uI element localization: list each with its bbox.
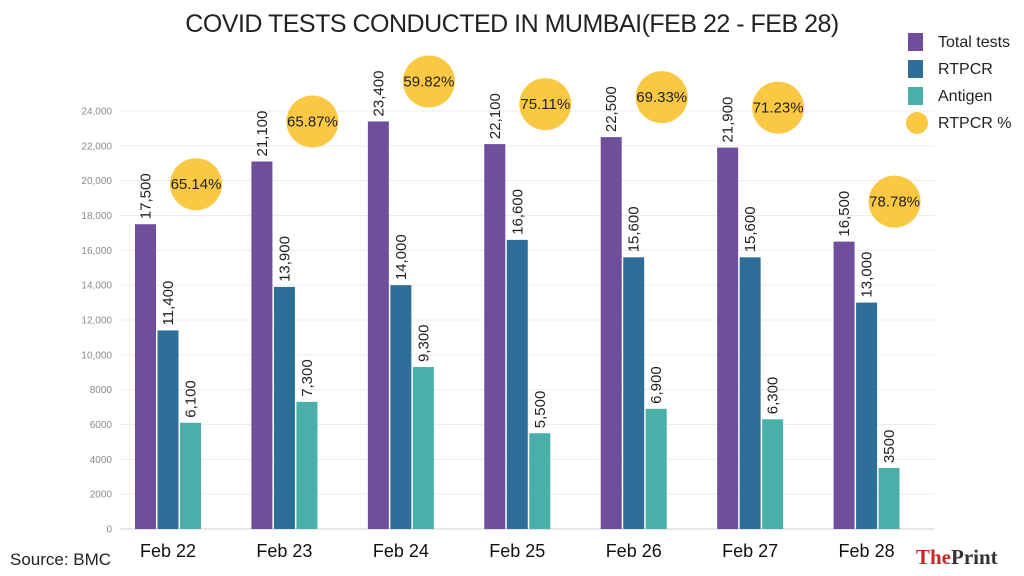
y-tick-label: 0 <box>106 525 112 536</box>
x-tick-label: Feb 28 <box>839 541 895 561</box>
bar-total <box>717 147 739 529</box>
legend-swatch-rtpcr <box>908 60 923 78</box>
rtpcr-percent-bubble <box>752 81 805 134</box>
legend-label-rtpcr: RTPCR <box>938 61 993 78</box>
y-tick-label: 20,000 <box>81 176 112 187</box>
bar-rtpcr <box>273 286 295 529</box>
bar-rtpcr <box>856 302 878 529</box>
bar-value-label: 14,000 <box>393 234 410 280</box>
bar-value-label: 5,500 <box>532 391 549 429</box>
y-tick-label: 24,000 <box>81 107 112 118</box>
bar-antigen <box>296 401 318 529</box>
bar-value-label: 9,300 <box>415 324 432 362</box>
rtpcr-percent-label: 78.78% <box>869 194 920 211</box>
brand-logo-print: Print <box>951 545 998 569</box>
y-tick-label: 18,000 <box>81 211 112 222</box>
y-tick-label: 4000 <box>90 455 113 466</box>
legend-swatch-antigen <box>908 87 923 105</box>
bar-value-label: 16,500 <box>836 191 853 237</box>
rtpcr-percent-label: 65.14% <box>171 176 222 193</box>
bar-value-label: 16,600 <box>509 189 526 235</box>
legend-label-antigen: Antigen <box>938 88 992 105</box>
source-note: Source: BMC <box>10 550 111 569</box>
brand-logo-the: The <box>916 545 951 569</box>
y-tick-label: 6000 <box>90 420 113 431</box>
rtpcr-percent-label: 69.33% <box>636 89 687 106</box>
legend-label-rtpcr-percent: RTPCR % <box>938 115 1012 132</box>
bar-value-label: 3500 <box>881 430 898 463</box>
bar-value-label: 6,100 <box>183 380 200 418</box>
y-axis: 0 2000 4000 6000 8000 10,000 12,000 14,000 16,00… <box>81 107 112 536</box>
bar-value-label: 17,500 <box>138 173 155 219</box>
bar-antigen <box>878 468 900 529</box>
y-tick-label: 22,000 <box>81 141 112 152</box>
x-tick-label: Feb 23 <box>256 541 312 561</box>
bar-total <box>135 224 156 530</box>
bar-total <box>833 241 855 529</box>
bar-value-label: 6,300 <box>765 377 782 415</box>
bar-value-label: 15,600 <box>742 206 759 252</box>
bar-rtpcr <box>390 285 412 529</box>
bar-total <box>600 137 622 529</box>
bar-antigen <box>529 433 551 529</box>
bar-value-label: 23,400 <box>370 71 387 117</box>
bar-rtpcr <box>157 330 179 529</box>
rtpcr-percent-bubble <box>170 158 222 211</box>
legend-label-total: Total tests <box>938 34 1010 51</box>
bar-value-label: 11,400 <box>160 281 177 326</box>
y-tick-label: 12,000 <box>81 316 112 327</box>
rtpcr-percent-bubble <box>519 78 572 131</box>
bar-value-label: 6,900 <box>648 366 665 404</box>
x-tick-label: Feb 25 <box>489 541 545 561</box>
rtpcr-percent-label: 75.11% <box>520 96 570 113</box>
bar-antigen <box>645 408 667 529</box>
rtpcr-percent-label: 65.87% <box>287 114 338 131</box>
bars: 17,500 11,400 6,100 21,100 13,900 7,300 23,400… <box>135 71 900 530</box>
bar-rtpcr <box>506 239 528 529</box>
y-tick-label: 8000 <box>90 385 113 396</box>
x-tick-label: Feb 22 <box>140 541 196 561</box>
bar-value-label: 21,900 <box>720 97 737 143</box>
y-tick-label: 2000 <box>90 490 113 501</box>
bar-value-label: 13,900 <box>276 236 293 282</box>
x-tick-label: Feb 26 <box>606 541 662 561</box>
bar-antigen <box>180 422 201 529</box>
bar-total <box>367 121 389 529</box>
bar-value-label: 15,600 <box>626 206 643 252</box>
bar-value-label: 22,500 <box>603 86 620 132</box>
bar-total <box>484 144 506 529</box>
rtpcr-percent-bubble <box>402 55 455 108</box>
x-tick-label: Feb 24 <box>373 541 429 561</box>
bar-rtpcr <box>739 257 761 529</box>
bar-total <box>251 161 273 529</box>
rtpcr-percent-bubble <box>635 71 688 124</box>
chart-title: COVID TESTS CONDUCTED IN MUMBAI(FEB 22 -… <box>185 10 838 38</box>
rtpcr-percent-bubble <box>286 95 339 148</box>
brand-logo: ThePrint <box>916 545 998 569</box>
bar-value-label: 21,100 <box>254 111 271 157</box>
bar-antigen <box>412 367 434 529</box>
rtpcr-percent-label: 59.82% <box>403 73 454 90</box>
x-axis: Feb 22 Feb 23 Feb 24 Feb 25 Feb 26 Feb 27 Feb … <box>140 541 895 561</box>
legend-swatch-total <box>908 33 923 51</box>
legend-swatch-rtpcr-percent <box>906 112 928 134</box>
y-tick-label: 14,000 <box>81 281 112 292</box>
y-tick-label: 10,000 <box>81 350 112 361</box>
bar-value-label: 7,300 <box>299 359 316 397</box>
y-tick-label: 16,000 <box>81 246 112 257</box>
bar-value-label: 13,000 <box>859 252 876 298</box>
bar-rtpcr <box>623 257 645 529</box>
x-tick-label: Feb 27 <box>722 541 778 561</box>
rtpcr-percent-bubbles: 65.14% 65.87% 59.82% 75.11% 69.33% 71.23% 78.7… <box>170 55 921 228</box>
bar-value-label: 22,100 <box>487 93 504 139</box>
legend: Total tests RTPCR Antigen RTPCR % <box>906 33 1012 134</box>
bar-antigen <box>762 419 784 529</box>
rtpcr-percent-bubble <box>868 175 921 228</box>
rtpcr-percent-label: 71.23% <box>753 100 804 117</box>
